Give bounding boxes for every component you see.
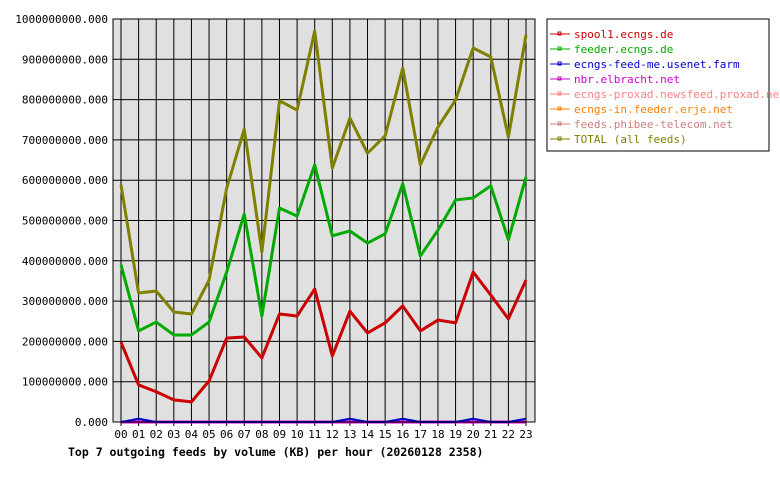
x-tick-label: 07	[238, 428, 251, 441]
x-tick-label: 17	[414, 428, 427, 441]
y-tick-label: 700000000.000	[22, 134, 108, 147]
chart-title: Top 7 outgoing feeds by volume (KB) per …	[68, 445, 483, 459]
legend-entry: feeder.ecngs.de	[574, 43, 673, 56]
y-tick-label: 400000000.000	[22, 255, 108, 268]
x-tick-label: 18	[431, 428, 444, 441]
x-tick-label: 08	[255, 428, 268, 441]
x-tick-label: 22	[502, 428, 515, 441]
legend-box	[546, 18, 770, 152]
x-tick-label: 11	[308, 428, 321, 441]
legend-marker	[557, 121, 562, 126]
x-tick-label: 21	[484, 428, 497, 441]
x-tick-label: 23	[519, 428, 532, 441]
y-tick-label: 800000000.000	[22, 94, 108, 107]
x-tick-label: 20	[467, 428, 480, 441]
x-tick-label: 12	[326, 428, 339, 441]
series-line-1	[119, 163, 528, 337]
legend-marker	[557, 76, 562, 81]
y-tick-label: 500000000.000	[22, 215, 108, 228]
y-tick-label: 0.000	[75, 416, 108, 429]
x-tick-label: 10	[290, 428, 303, 441]
y-tick-label: 1000000000.000	[15, 13, 108, 26]
legend-entry: TOTAL (all feeds)	[574, 133, 687, 146]
x-tick-label: 06	[220, 428, 233, 441]
x-tick-label: 14	[361, 428, 375, 441]
y-tick-label: 900000000.000	[22, 53, 108, 66]
legend-entry: spool1.ecngs.de	[574, 28, 673, 41]
x-tick-label: 02	[150, 428, 163, 441]
legend-marker	[557, 91, 562, 96]
y-axis: 0.000 100000000.000 200000000.000 300000000…	[15, 13, 108, 429]
legend-entry: ecngs-proxad.newsfeed.proxad.net	[574, 88, 780, 101]
y-tick-label: 100000000.000	[22, 376, 108, 389]
legend-marker	[557, 106, 562, 111]
plot-frame	[112, 18, 536, 423]
series-line-7	[119, 29, 528, 316]
legend-entry: ecngs-in.feeder.erje.net	[574, 103, 733, 116]
x-tick-label: 05	[202, 428, 215, 441]
legend-entry: feeds.phibee-telecom.net	[574, 118, 733, 131]
x-tick-label: 19	[449, 428, 462, 441]
legend-marker	[557, 31, 562, 36]
x-tick-label: 13	[343, 428, 356, 441]
series-line-0	[119, 270, 528, 404]
x-axis: 00 01 02 03 04 05 06 07 08 09 10 11 12 13 14 15 16 17 18 19…	[114, 428, 532, 441]
legend: spool1.ecngs.de feeder.ecngs.de ecngs-feed…	[546, 18, 780, 152]
y-tick-label: 300000000.000	[22, 295, 108, 308]
legend-marker	[557, 46, 562, 51]
x-tick-label: 01	[132, 428, 145, 441]
x-tick-label: 03	[167, 428, 180, 441]
y-tick-label: 600000000.000	[22, 174, 108, 187]
legend-entry: ecngs-feed-me.usenet.farm	[574, 58, 740, 71]
legend-entry: nbr.elbracht.net	[574, 73, 680, 86]
x-tick-label: 00	[114, 428, 127, 441]
x-tick-label: 04	[185, 428, 199, 441]
x-tick-label: 15	[379, 428, 392, 441]
x-tick-label: 16	[396, 428, 409, 441]
x-tick-label: 09	[273, 428, 286, 441]
legend-marker	[557, 61, 562, 66]
legend-marker	[557, 136, 562, 141]
y-tick-label: 200000000.000	[22, 335, 108, 348]
